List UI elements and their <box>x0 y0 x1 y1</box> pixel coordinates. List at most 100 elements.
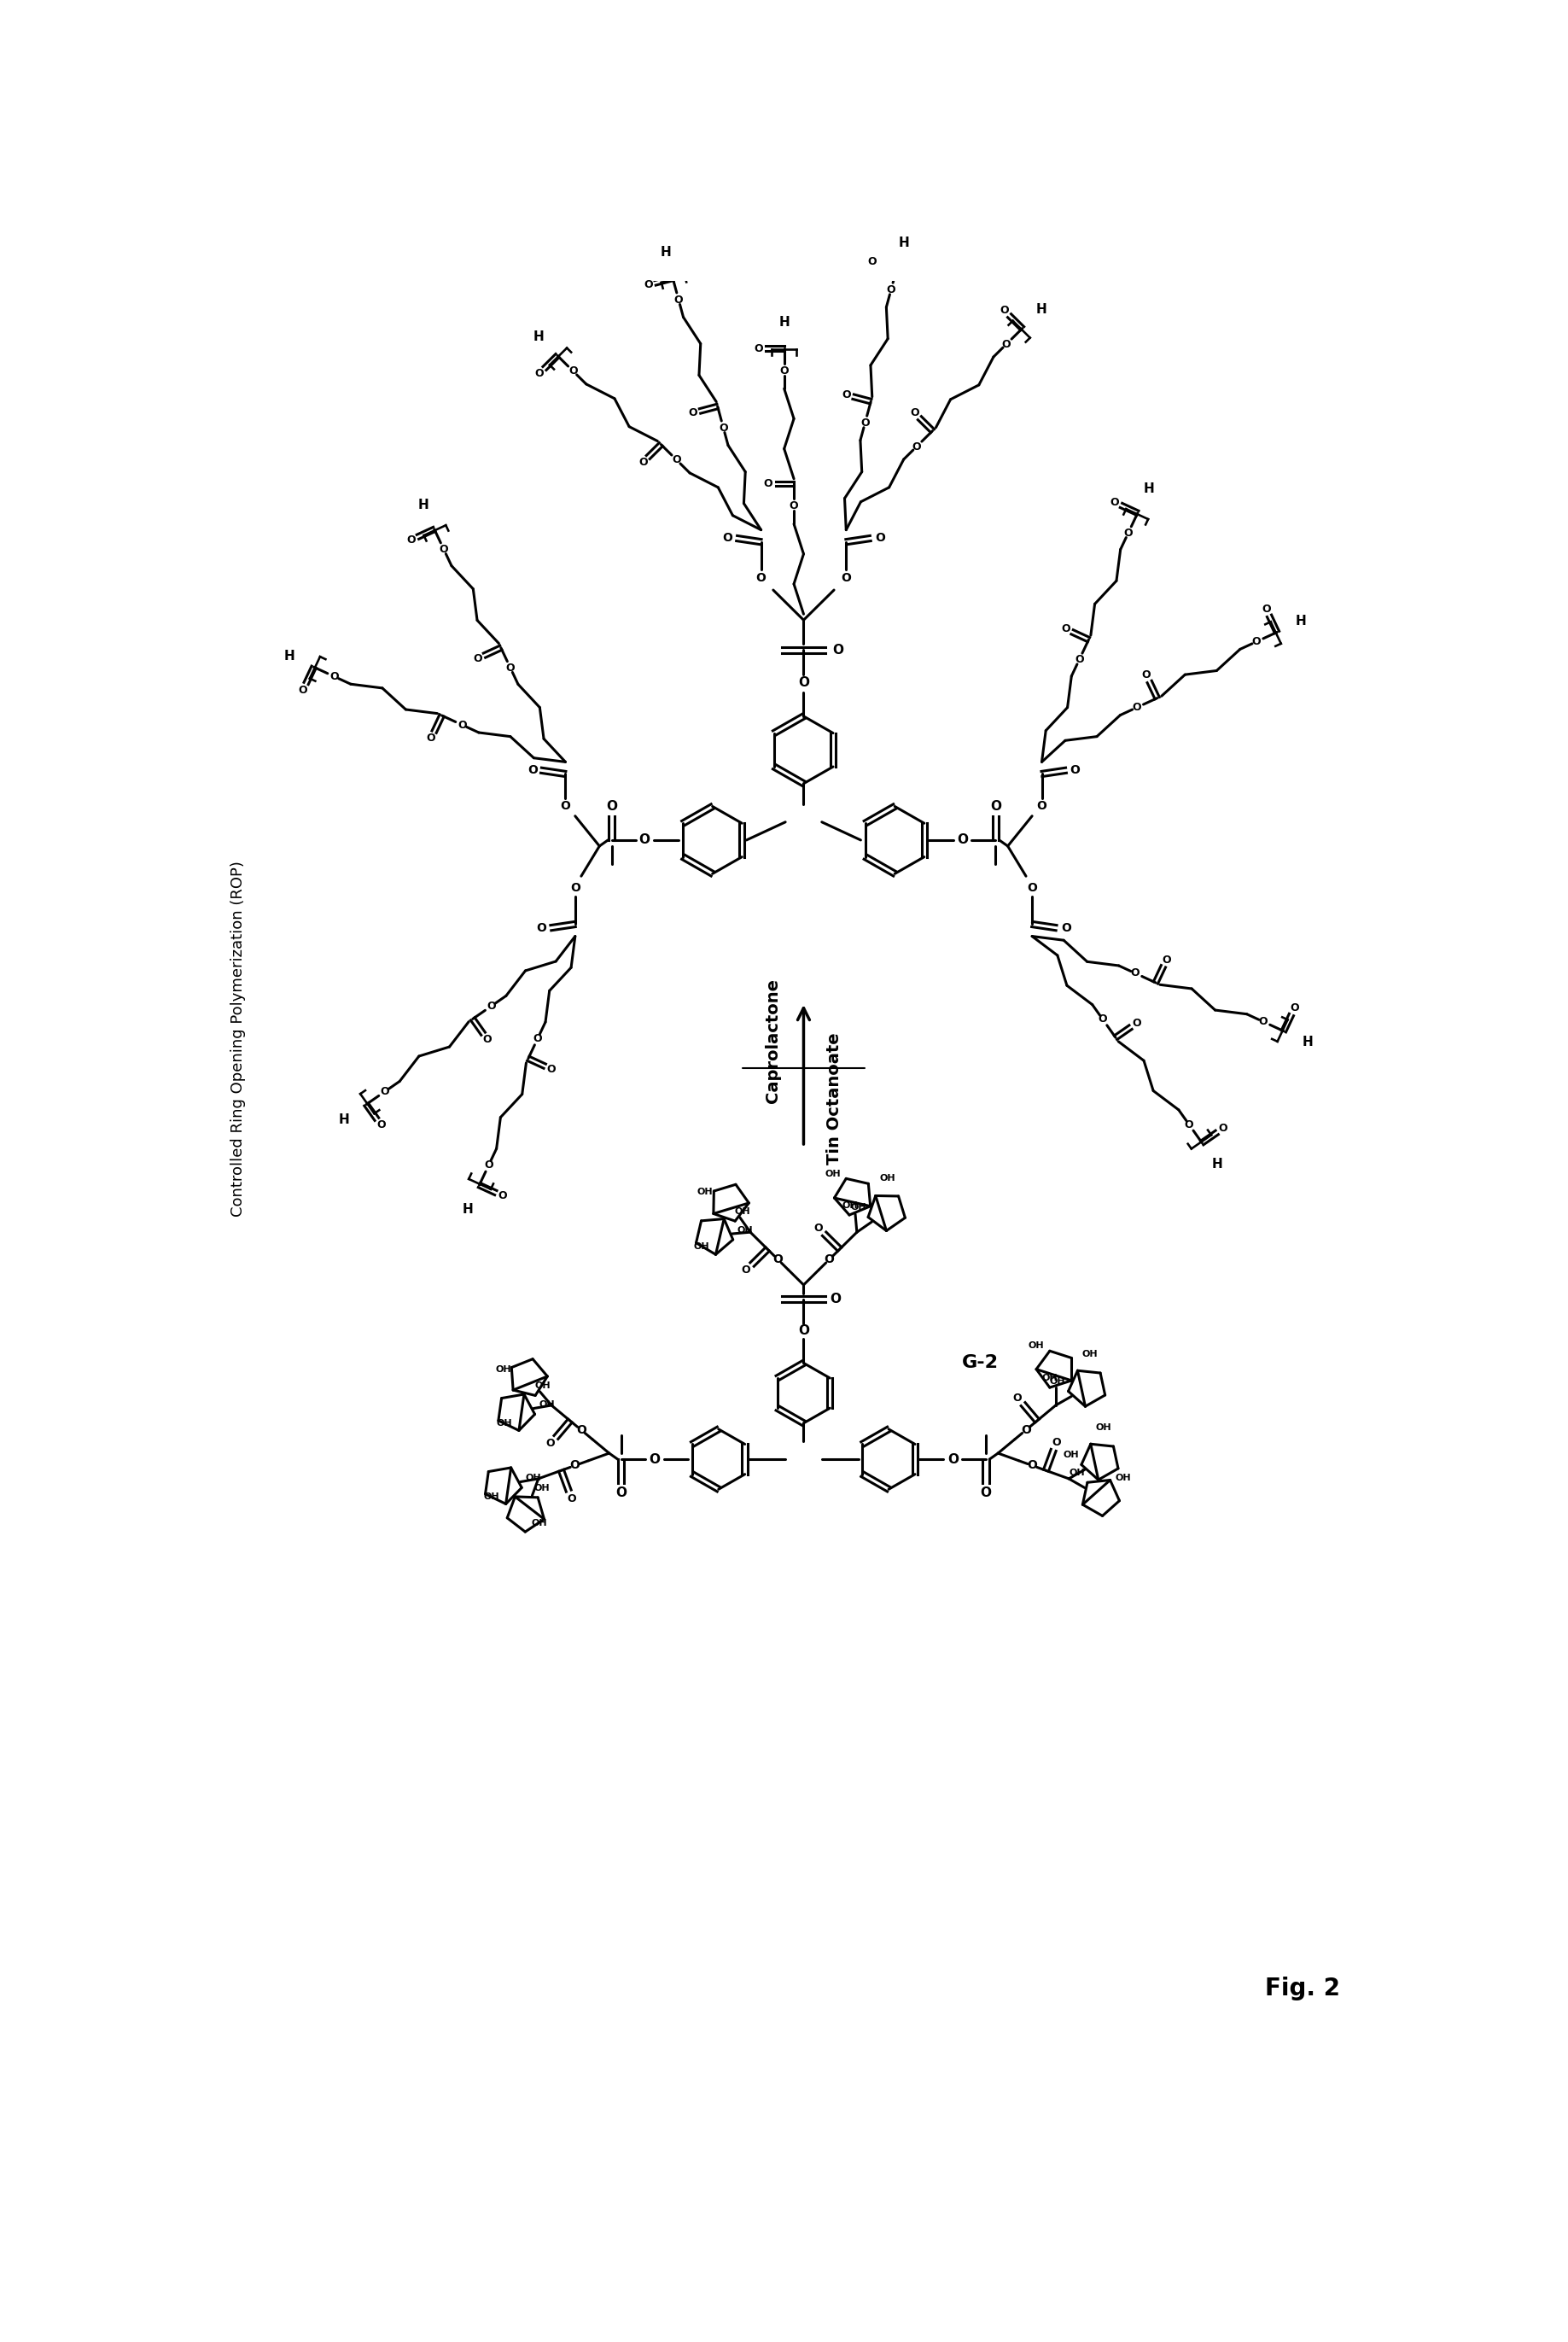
Text: O: O <box>773 1253 782 1265</box>
Text: O: O <box>649 1452 660 1466</box>
Text: O: O <box>547 1063 557 1075</box>
Text: H: H <box>660 246 671 260</box>
Text: O: O <box>527 763 538 775</box>
Text: OH: OH <box>737 1225 753 1234</box>
Text: OH: OH <box>1096 1424 1112 1431</box>
Text: O: O <box>1132 703 1142 712</box>
Text: O: O <box>1290 1002 1298 1014</box>
Text: O: O <box>1262 604 1270 616</box>
Text: O: O <box>406 534 416 546</box>
Text: O: O <box>1036 801 1047 813</box>
Text: O: O <box>1062 923 1071 934</box>
Text: OH: OH <box>497 1419 513 1429</box>
Text: H: H <box>898 237 909 248</box>
Text: OH: OH <box>1115 1473 1131 1482</box>
Text: O: O <box>1021 1424 1032 1436</box>
Text: O: O <box>607 801 618 813</box>
Text: O: O <box>825 1253 834 1265</box>
Text: O: O <box>536 923 546 934</box>
Text: O: O <box>616 1487 627 1499</box>
Text: O: O <box>1074 653 1083 665</box>
Text: O: O <box>1124 527 1132 539</box>
Text: O: O <box>947 1452 958 1466</box>
Text: O: O <box>643 279 652 290</box>
Text: O: O <box>756 571 767 583</box>
Text: O: O <box>483 1035 492 1045</box>
Text: O: O <box>980 1487 991 1499</box>
Text: H: H <box>1295 614 1306 628</box>
Text: O: O <box>886 283 895 295</box>
Text: OH: OH <box>1069 1468 1085 1478</box>
Text: O: O <box>638 457 648 468</box>
Text: OH: OH <box>495 1365 511 1375</box>
Text: O: O <box>533 1033 543 1045</box>
Text: O: O <box>1184 1119 1193 1131</box>
Text: O: O <box>474 653 483 665</box>
Text: O: O <box>329 670 339 682</box>
Text: O: O <box>798 677 809 689</box>
Text: OH: OH <box>734 1206 750 1215</box>
Text: O: O <box>575 1424 586 1436</box>
Text: O: O <box>568 1494 575 1504</box>
Text: O: O <box>989 801 1000 813</box>
Text: H: H <box>284 649 295 663</box>
Text: OH: OH <box>1051 1377 1066 1386</box>
Text: O: O <box>298 684 307 696</box>
Text: O: O <box>458 719 467 731</box>
Text: OH: OH <box>535 1382 550 1391</box>
Text: O: O <box>721 532 732 543</box>
Text: OH: OH <box>825 1169 840 1178</box>
Text: OH: OH <box>842 1201 858 1211</box>
Text: O: O <box>789 501 798 511</box>
Text: H: H <box>463 1204 474 1215</box>
Text: O: O <box>1253 637 1261 646</box>
Text: O: O <box>754 342 764 354</box>
Text: O: O <box>1000 304 1008 316</box>
Text: OH: OH <box>535 1482 550 1492</box>
Text: O: O <box>861 417 870 429</box>
Text: O: O <box>718 422 728 433</box>
Text: OH: OH <box>693 1241 709 1251</box>
Text: H: H <box>533 330 544 344</box>
Text: O: O <box>1027 883 1036 895</box>
Text: O: O <box>814 1223 823 1234</box>
Text: OH: OH <box>880 1173 895 1183</box>
Text: H: H <box>417 499 428 511</box>
Text: H: H <box>1303 1035 1314 1049</box>
Text: O: O <box>673 454 682 466</box>
Text: O: O <box>571 883 580 895</box>
Text: OH: OH <box>1029 1342 1044 1349</box>
Text: OH: OH <box>850 1204 866 1211</box>
Text: O: O <box>956 834 969 845</box>
Text: H: H <box>1212 1159 1223 1171</box>
Text: Fig. 2: Fig. 2 <box>1265 1977 1341 2000</box>
Text: O: O <box>439 543 448 555</box>
Text: O: O <box>560 801 571 813</box>
Text: OH: OH <box>698 1187 713 1197</box>
Text: O: O <box>798 1323 809 1337</box>
Text: O: O <box>499 1190 506 1201</box>
Text: Tin Octanoate: Tin Octanoate <box>826 1033 842 1164</box>
Text: OH: OH <box>1063 1450 1079 1459</box>
Text: O: O <box>875 532 886 543</box>
Text: O: O <box>688 408 698 419</box>
Text: O: O <box>674 295 684 304</box>
Text: H: H <box>779 316 790 328</box>
Text: O: O <box>1069 763 1080 775</box>
Text: O: O <box>909 408 919 419</box>
Text: O: O <box>829 1293 840 1307</box>
Text: O: O <box>535 368 544 379</box>
Text: G-2: G-2 <box>961 1354 999 1372</box>
Text: O: O <box>1027 1459 1038 1471</box>
Text: O: O <box>569 365 579 377</box>
Text: O: O <box>379 1087 389 1096</box>
Text: Controlled Ring Opening Polymerization (ROP): Controlled Ring Opening Polymerization (… <box>230 860 246 1215</box>
Text: O: O <box>376 1119 386 1131</box>
Text: O: O <box>1142 670 1151 682</box>
Text: O: O <box>506 663 514 674</box>
Text: OH: OH <box>525 1473 541 1482</box>
Text: O: O <box>1162 953 1171 965</box>
Text: H: H <box>339 1112 350 1127</box>
Text: O: O <box>840 571 851 583</box>
Text: O: O <box>1052 1436 1062 1447</box>
